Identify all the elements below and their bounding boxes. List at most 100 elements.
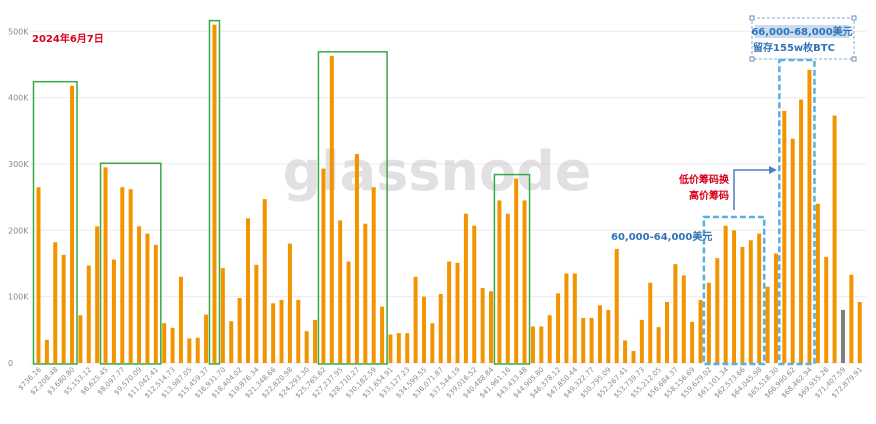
bar bbox=[287, 243, 292, 363]
range-mid-annotation: 60,000-64,000美元 bbox=[611, 230, 712, 243]
bar bbox=[807, 69, 812, 363]
bar bbox=[497, 200, 502, 363]
bar bbox=[706, 282, 711, 363]
green-highlight-box bbox=[317, 51, 388, 365]
green-highlight-box bbox=[493, 173, 531, 365]
bar bbox=[489, 291, 494, 363]
bar bbox=[162, 323, 167, 363]
range-top-highlight bbox=[755, 25, 849, 38]
bar bbox=[380, 306, 385, 363]
bar bbox=[815, 203, 820, 363]
bar bbox=[648, 282, 653, 363]
bar bbox=[103, 167, 108, 363]
bar bbox=[388, 334, 393, 363]
y-tick-label: 300K bbox=[8, 160, 29, 169]
bar bbox=[304, 331, 309, 363]
bar bbox=[86, 265, 91, 363]
blue-highlight-box bbox=[702, 215, 766, 366]
bar bbox=[606, 309, 611, 363]
x-axis: $736.16$2,208.48$3,680.80$5,153.12$6,625… bbox=[17, 365, 864, 399]
bar bbox=[413, 276, 418, 363]
bar bbox=[782, 110, 787, 363]
bar bbox=[799, 99, 804, 363]
bar bbox=[338, 220, 343, 363]
bar bbox=[128, 189, 133, 363]
bar bbox=[296, 299, 301, 363]
bar bbox=[44, 339, 49, 363]
bar bbox=[463, 213, 468, 363]
bar bbox=[204, 314, 209, 363]
bar bbox=[447, 261, 452, 363]
bar bbox=[656, 327, 661, 363]
bar bbox=[120, 187, 125, 363]
bar bbox=[698, 299, 703, 363]
bar bbox=[539, 326, 544, 363]
bar bbox=[396, 333, 401, 363]
bar bbox=[329, 55, 334, 363]
y-tick-label: 500K bbox=[8, 27, 29, 36]
range-top-annotation: 66,000-68,000美元 bbox=[751, 25, 852, 38]
bar bbox=[832, 115, 837, 364]
bar bbox=[363, 223, 368, 363]
y-tick-label: 0 bbox=[8, 359, 13, 368]
blue-highlight-box bbox=[778, 58, 816, 366]
bar bbox=[790, 138, 795, 363]
bar bbox=[765, 286, 770, 363]
bar bbox=[673, 264, 678, 363]
bar bbox=[137, 226, 142, 363]
bar bbox=[564, 273, 569, 363]
bar bbox=[824, 256, 829, 363]
bar bbox=[321, 168, 326, 363]
bar bbox=[631, 351, 636, 363]
bar bbox=[530, 326, 535, 363]
bar bbox=[53, 242, 58, 363]
bar bbox=[480, 288, 485, 363]
callout-handle bbox=[851, 56, 857, 62]
bar bbox=[254, 264, 259, 363]
bar bbox=[95, 226, 100, 363]
bar bbox=[262, 199, 267, 363]
bar bbox=[639, 319, 644, 363]
bar bbox=[740, 246, 745, 363]
bar bbox=[36, 187, 41, 363]
bar bbox=[614, 248, 619, 363]
bar bbox=[748, 240, 753, 363]
bar bbox=[279, 299, 284, 363]
bar bbox=[665, 301, 669, 363]
bar bbox=[455, 262, 460, 363]
bar bbox=[237, 297, 242, 363]
callout-handle bbox=[851, 15, 857, 21]
y-tick-label: 100K bbox=[8, 293, 29, 302]
bar bbox=[346, 261, 351, 363]
bar bbox=[522, 200, 527, 363]
bar bbox=[78, 315, 83, 363]
bar bbox=[589, 317, 594, 363]
y-tick-label: 200K bbox=[8, 226, 29, 235]
bar bbox=[371, 187, 376, 363]
watermark: glassnode bbox=[283, 140, 592, 203]
bar bbox=[681, 275, 686, 363]
bar bbox=[514, 178, 519, 363]
bar bbox=[430, 323, 435, 363]
bar bbox=[690, 321, 695, 363]
bar bbox=[547, 315, 552, 363]
bar bbox=[178, 276, 183, 363]
callout-handle bbox=[749, 15, 755, 21]
bar bbox=[271, 303, 276, 363]
bar bbox=[581, 317, 586, 363]
bar bbox=[556, 293, 561, 363]
arrow-head-icon bbox=[769, 166, 777, 174]
bar bbox=[111, 259, 116, 363]
green-highlight-box bbox=[32, 80, 78, 365]
bar bbox=[857, 301, 862, 363]
bar bbox=[505, 213, 510, 363]
retained-annotation: 留存155w枚BTC bbox=[753, 41, 835, 54]
bar bbox=[145, 233, 150, 363]
date-annotation: 2024年6月7日 bbox=[32, 32, 104, 45]
highlight-boxes bbox=[32, 19, 816, 366]
bar bbox=[246, 218, 250, 363]
y-axis: 0 100K 200K 300K 400K 500K bbox=[8, 27, 29, 368]
bar bbox=[70, 85, 75, 363]
callout-handle bbox=[749, 56, 755, 62]
